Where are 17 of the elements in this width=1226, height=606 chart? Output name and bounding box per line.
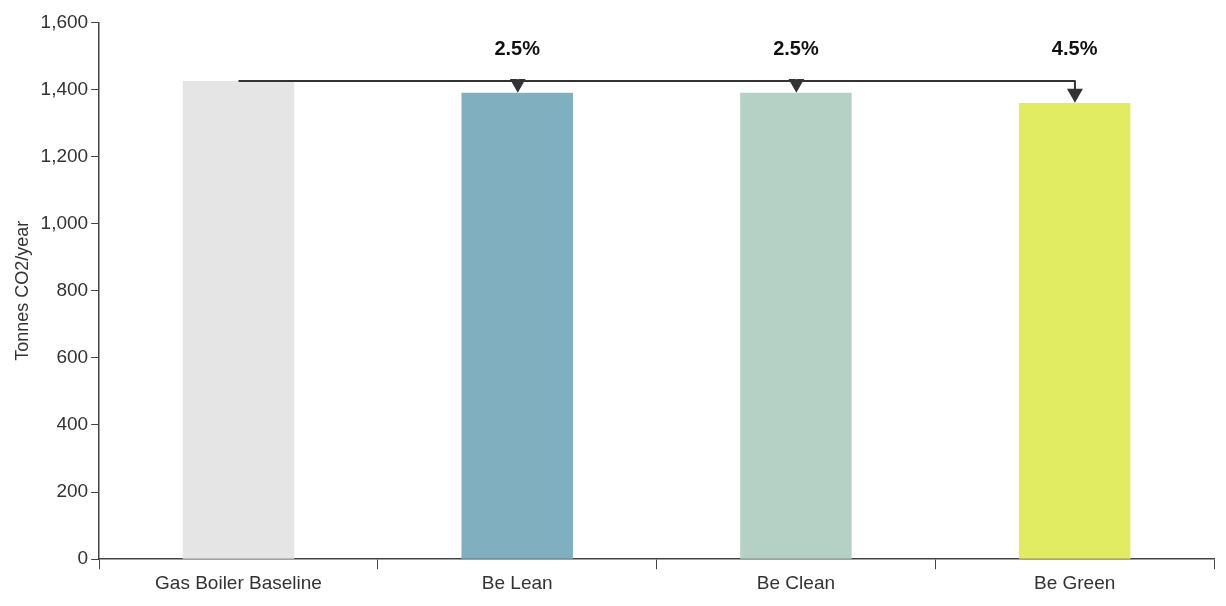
y-tick-label: 1,000: [40, 211, 89, 233]
y-tick-label: 1,200: [40, 144, 89, 166]
annotation: 2.5%: [773, 36, 819, 59]
y-tick-label: 0: [77, 547, 89, 569]
x-tick-label: Be Lean: [481, 571, 553, 593]
x-tick-label: Be Green: [1033, 571, 1116, 593]
y-tick-label: 200: [56, 480, 89, 502]
x-tick-label: Gas Boiler Baseline: [155, 571, 322, 593]
x-tick-label: Be Clean: [756, 571, 836, 593]
annotation: 2.5%: [494, 36, 541, 59]
y-tick-label: 600: [56, 346, 89, 368]
y-tick-label: 800: [56, 279, 89, 301]
y-tick-label: 1,400: [40, 77, 89, 99]
y-axis-title: Tonnes CO2/year: [11, 220, 32, 361]
y-tick-label: 400: [56, 413, 89, 435]
y-tick-label: 1,600: [40, 10, 89, 32]
annotation: 4.5%: [1051, 36, 1098, 59]
